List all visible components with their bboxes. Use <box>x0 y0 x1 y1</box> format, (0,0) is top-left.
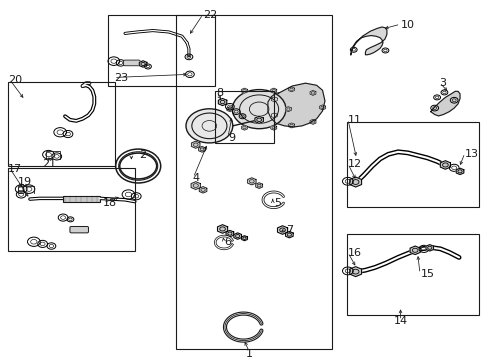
Polygon shape <box>225 230 233 237</box>
Bar <box>215 91 273 143</box>
Polygon shape <box>349 267 361 276</box>
Text: 10: 10 <box>400 20 414 30</box>
Text: 5: 5 <box>273 198 280 208</box>
Polygon shape <box>191 141 200 148</box>
Polygon shape <box>277 226 287 234</box>
Text: 6: 6 <box>224 238 230 247</box>
Polygon shape <box>288 87 294 92</box>
Text: 3: 3 <box>439 78 446 88</box>
Polygon shape <box>270 88 276 93</box>
Polygon shape <box>139 61 146 67</box>
Circle shape <box>232 90 285 129</box>
Text: 12: 12 <box>347 159 361 169</box>
Polygon shape <box>247 178 256 185</box>
Text: 15: 15 <box>420 270 434 279</box>
Polygon shape <box>439 161 449 169</box>
Text: 14: 14 <box>393 316 407 327</box>
Text: 17: 17 <box>8 163 22 174</box>
Polygon shape <box>218 99 226 105</box>
Polygon shape <box>217 225 227 233</box>
Polygon shape <box>309 90 315 95</box>
Text: 9: 9 <box>228 133 235 143</box>
Polygon shape <box>267 83 325 127</box>
Polygon shape <box>271 113 277 118</box>
Text: 22: 22 <box>203 10 217 20</box>
Polygon shape <box>270 125 276 130</box>
Text: 8: 8 <box>216 88 224 98</box>
FancyBboxPatch shape <box>70 226 88 233</box>
Text: 21: 21 <box>42 158 57 168</box>
Text: 4: 4 <box>192 174 199 184</box>
Polygon shape <box>241 236 247 241</box>
Polygon shape <box>255 183 262 188</box>
Text: 13: 13 <box>464 149 478 159</box>
Polygon shape <box>288 123 294 128</box>
Bar <box>63 195 100 202</box>
Text: 20: 20 <box>8 75 22 85</box>
Polygon shape <box>271 97 277 102</box>
Text: 16: 16 <box>347 248 361 258</box>
Polygon shape <box>233 233 241 239</box>
Polygon shape <box>409 246 419 255</box>
Bar <box>176 15 331 349</box>
Polygon shape <box>350 27 386 55</box>
Polygon shape <box>285 231 293 238</box>
Polygon shape <box>309 119 315 124</box>
Polygon shape <box>349 177 361 187</box>
Polygon shape <box>430 91 459 116</box>
Bar <box>346 122 478 207</box>
FancyBboxPatch shape <box>123 60 140 66</box>
Polygon shape <box>425 244 433 251</box>
Polygon shape <box>455 168 463 175</box>
Polygon shape <box>254 116 263 123</box>
Text: 2: 2 <box>139 150 145 160</box>
Bar <box>108 15 215 86</box>
Circle shape <box>185 109 232 143</box>
Polygon shape <box>319 105 325 110</box>
Polygon shape <box>226 107 232 112</box>
Polygon shape <box>199 186 206 193</box>
Polygon shape <box>241 125 247 130</box>
Text: 11: 11 <box>347 115 361 125</box>
Text: 1: 1 <box>245 349 252 359</box>
Polygon shape <box>285 107 291 112</box>
Text: 19: 19 <box>18 177 32 187</box>
Bar <box>8 168 135 251</box>
Polygon shape <box>241 88 247 93</box>
Polygon shape <box>191 182 200 189</box>
Bar <box>8 82 115 166</box>
Text: 23: 23 <box>114 73 128 83</box>
Polygon shape <box>198 147 205 152</box>
Text: 7: 7 <box>285 225 292 235</box>
Text: 18: 18 <box>103 198 117 208</box>
Bar <box>346 234 478 315</box>
